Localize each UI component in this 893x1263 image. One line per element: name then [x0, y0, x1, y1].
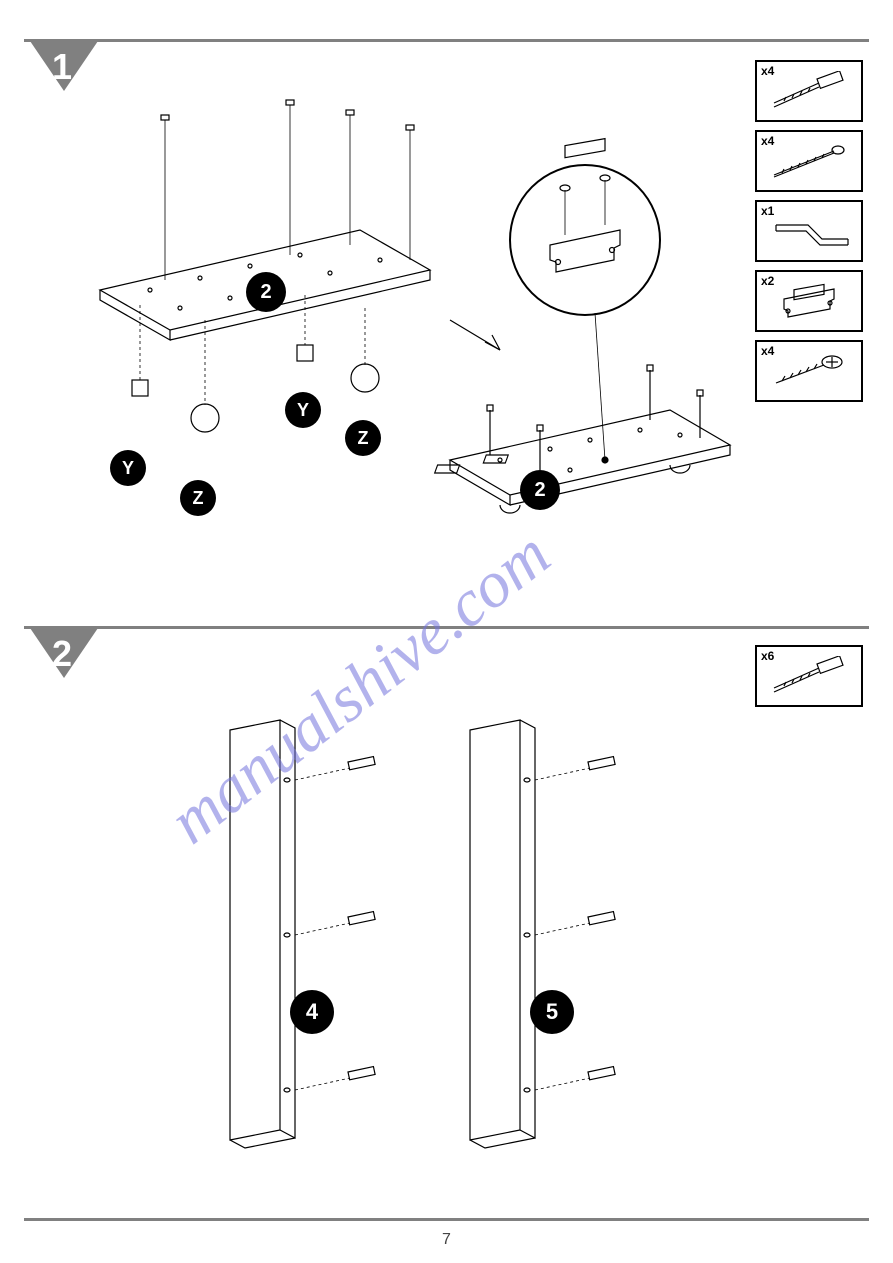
page-number: 7 [0, 1231, 893, 1249]
rule-bottom [24, 1218, 869, 1221]
parts-qty: x2 [761, 274, 774, 288]
parts-box-allen-key: x1 [755, 200, 863, 262]
callout-foot-y2: Y [285, 392, 321, 428]
parts-qty: x4 [761, 134, 774, 148]
parts-qty: x6 [761, 649, 774, 663]
dowel-bolt-icon [764, 71, 854, 111]
step-1-diagram [30, 60, 750, 600]
step-2-number: 2 [52, 633, 72, 675]
callout-foot-z1: Z [180, 480, 216, 516]
parts-box-dowel-bolt: x4 [755, 60, 863, 122]
parts-box-wood-screw: x4 [755, 340, 863, 402]
callout-panel-2b: 2 [520, 470, 560, 510]
parts-box-magnet-catch: x2 [755, 270, 863, 332]
parts-qty: x1 [761, 204, 774, 218]
wood-screw-icon [764, 351, 854, 391]
callout-foot-z2: Z [345, 420, 381, 456]
confirmat-screw-icon [764, 141, 854, 181]
callout-panel-2: 2 [246, 272, 286, 312]
parts-qty: x4 [761, 64, 774, 78]
callout-foot-y1: Y [110, 450, 146, 486]
parts-box-confirmat: x4 [755, 130, 863, 192]
callout-panel-5: 5 [530, 990, 574, 1034]
magnet-catch-icon [764, 279, 854, 323]
step-2-diagram [90, 690, 810, 1210]
rule-top [24, 39, 869, 42]
rule-mid [24, 626, 869, 629]
parts-qty: x4 [761, 344, 774, 358]
callout-panel-4: 4 [290, 990, 334, 1034]
allen-key-icon [764, 209, 854, 253]
